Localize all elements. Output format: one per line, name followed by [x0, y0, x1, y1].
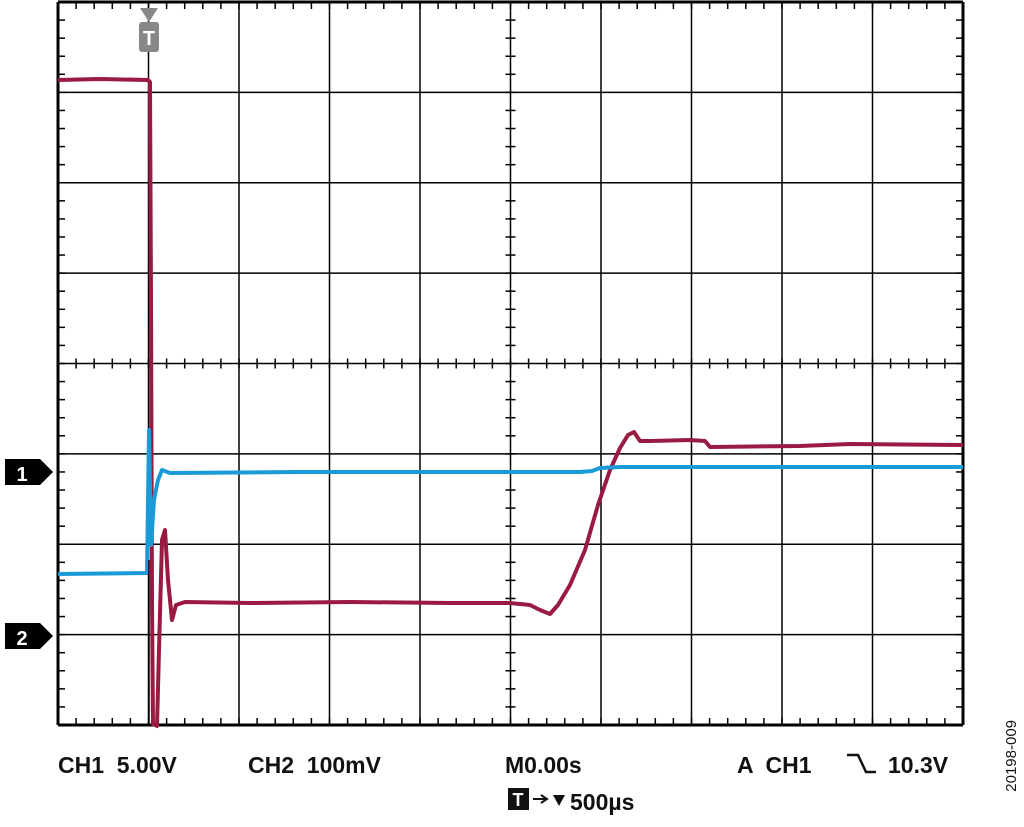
trigger-level: 10.3V — [888, 752, 949, 778]
ch1-readout: CH1 5.00V — [58, 752, 178, 778]
trigger-arrow — [140, 8, 158, 22]
falling-edge-icon — [847, 753, 876, 774]
trigger-box — [139, 22, 159, 52]
main-readout: M0.00s — [505, 752, 582, 778]
timebase-icon — [508, 788, 529, 810]
ch2-readout: CH2 100mV — [248, 752, 382, 778]
ch1-trace — [57, 428, 963, 576]
ch1-marker-label: 1 — [16, 464, 27, 486]
ch2-marker — [5, 623, 53, 649]
ch2-marker-label: 2 — [16, 628, 27, 650]
trigger-source: A CH1 — [737, 752, 812, 778]
ch1-marker — [5, 459, 53, 485]
figure-id: 20198-009 — [1003, 720, 1020, 792]
down-triangle — [553, 795, 565, 806]
arrow-icon — [533, 794, 549, 804]
timebase: 500µs — [570, 789, 634, 815]
trigger-label: T — [143, 28, 155, 50]
graticule — [56, 0, 965, 727]
ch2-trace — [57, 77, 964, 728]
timebase-icon-label: T — [513, 790, 524, 810]
